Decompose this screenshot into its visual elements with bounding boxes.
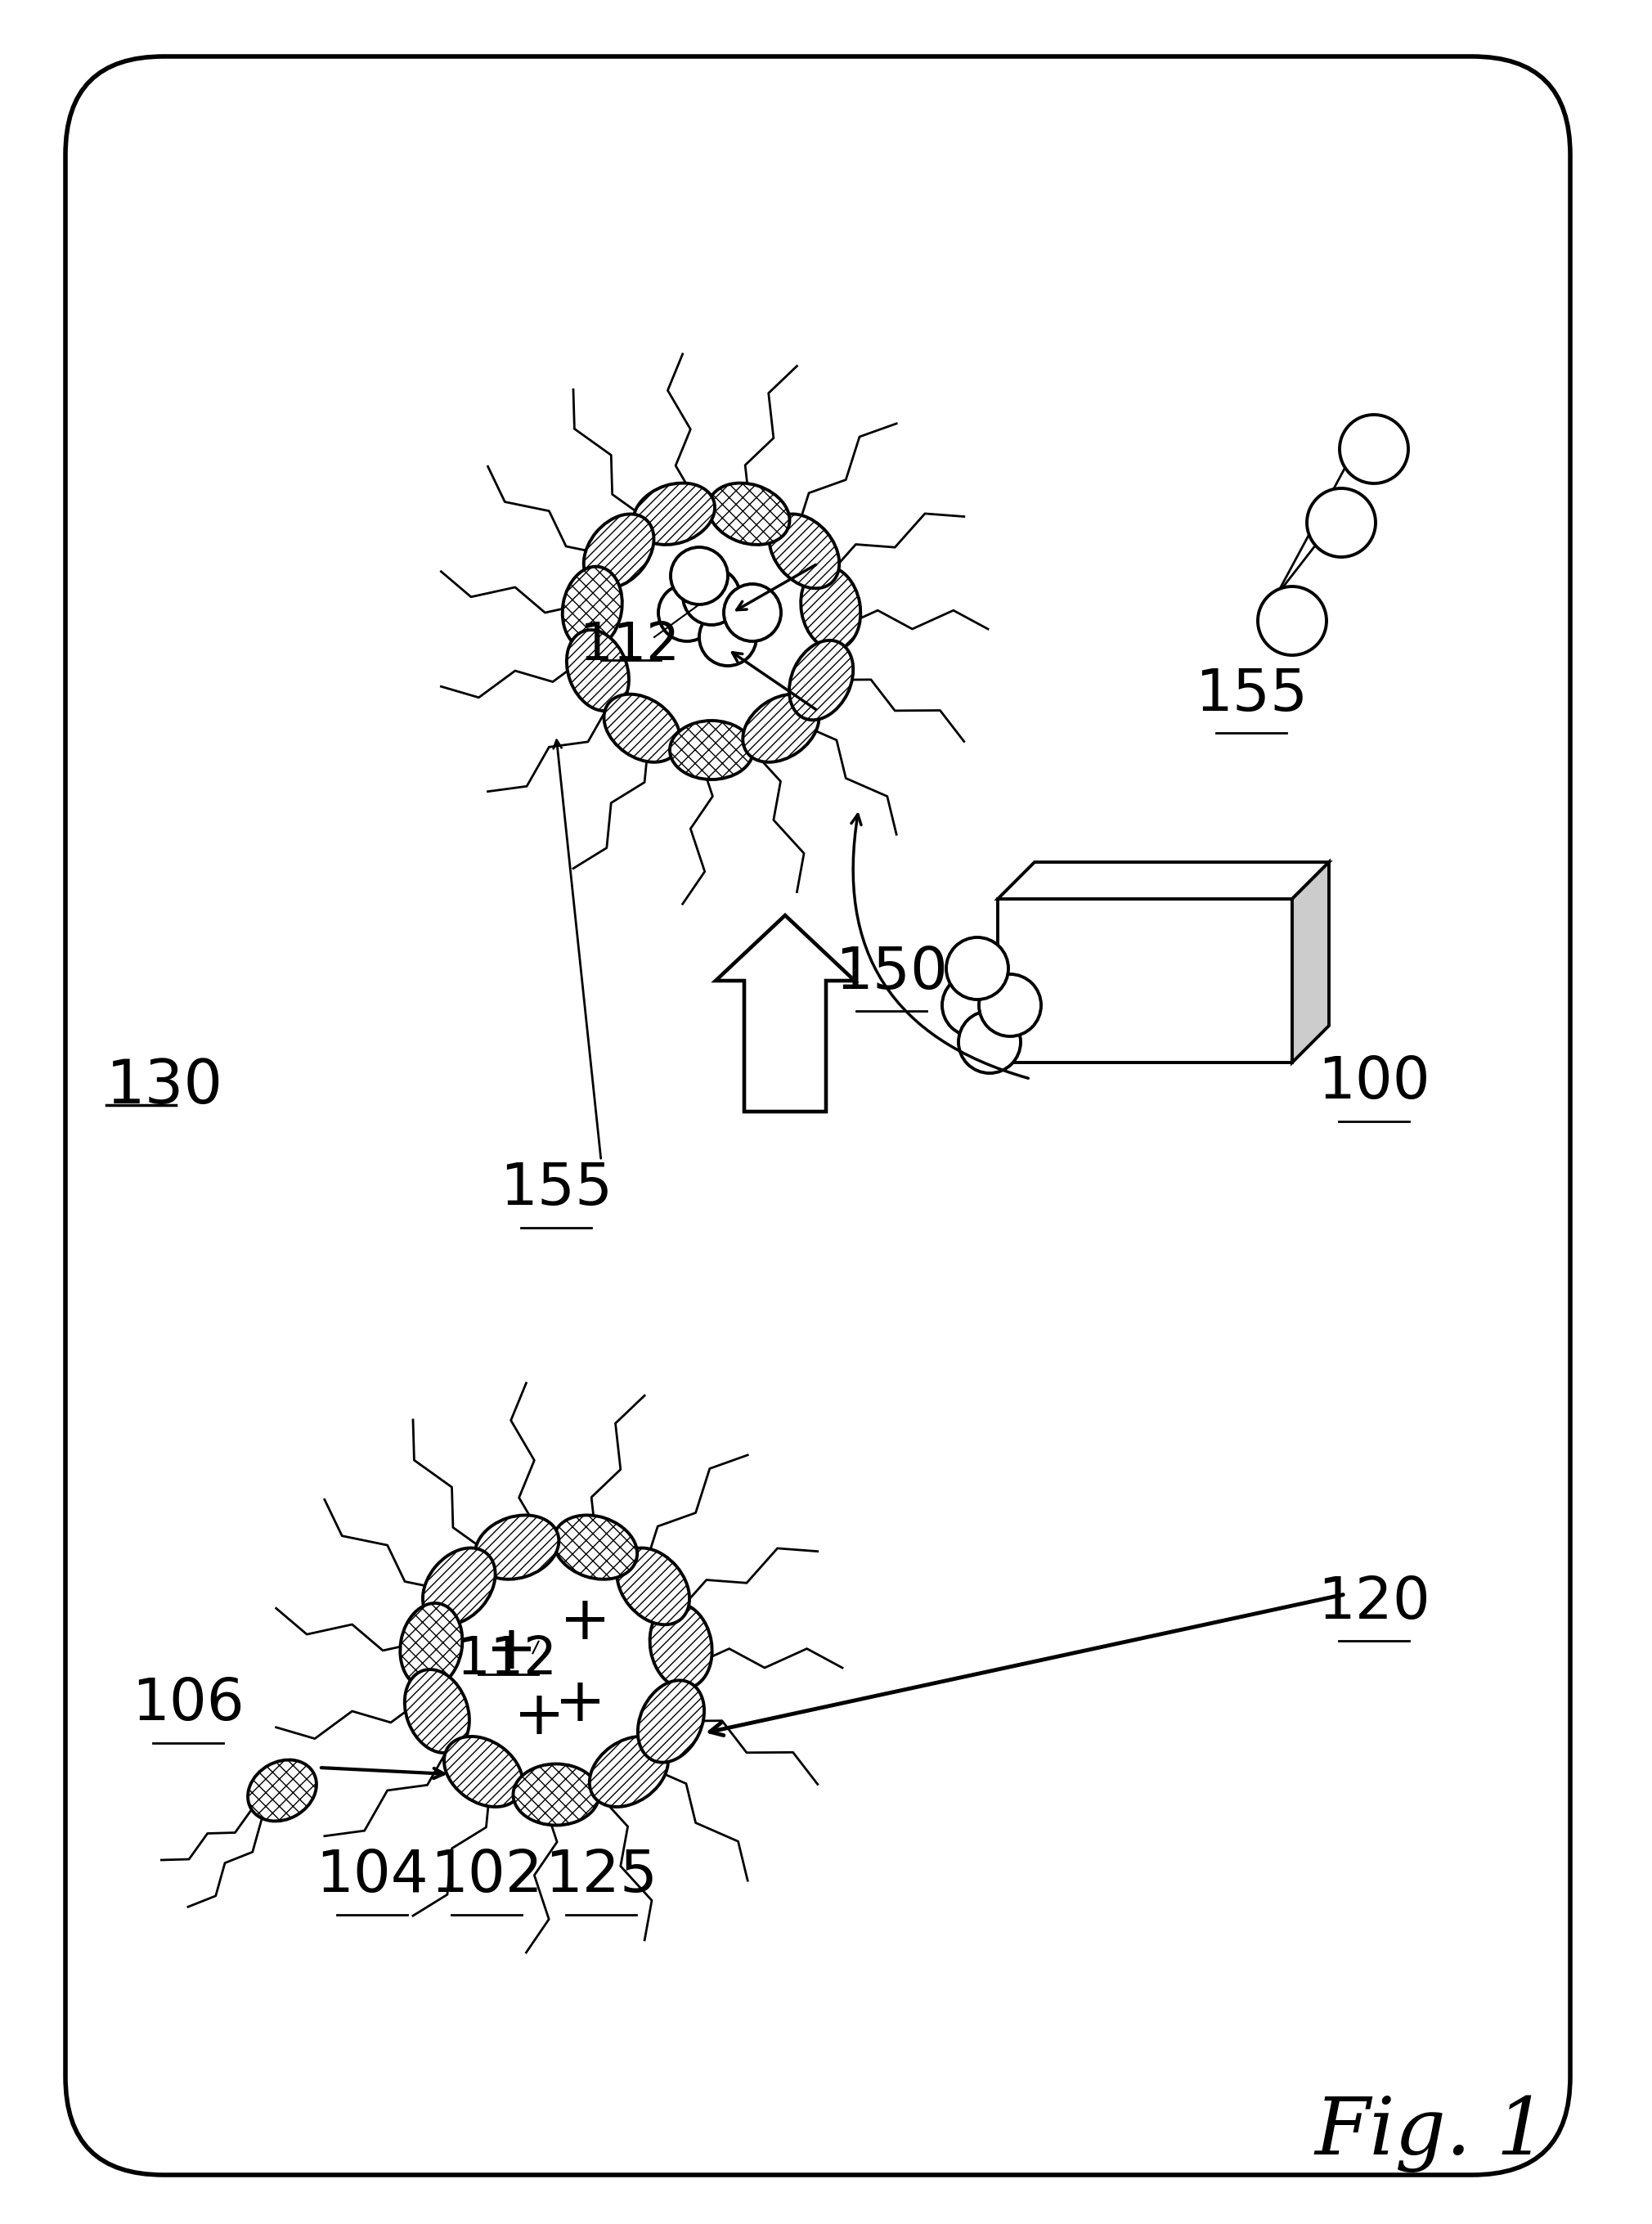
Ellipse shape — [583, 514, 654, 589]
Ellipse shape — [514, 1764, 600, 1826]
Circle shape — [947, 936, 1008, 999]
Circle shape — [1307, 489, 1376, 556]
Ellipse shape — [423, 1548, 496, 1626]
Circle shape — [1257, 587, 1327, 656]
Ellipse shape — [400, 1604, 463, 1688]
Text: 155: 155 — [499, 1161, 613, 1217]
Ellipse shape — [562, 567, 623, 649]
FancyBboxPatch shape — [66, 56, 1569, 2175]
Text: 150: 150 — [834, 945, 948, 1001]
Bar — [998, 898, 1292, 1063]
Ellipse shape — [248, 1759, 317, 1821]
Ellipse shape — [743, 694, 819, 763]
Text: +: + — [558, 1592, 611, 1652]
Circle shape — [659, 585, 715, 641]
Ellipse shape — [616, 1548, 689, 1626]
Ellipse shape — [590, 1737, 667, 1806]
Text: +: + — [486, 1621, 537, 1681]
Ellipse shape — [567, 629, 629, 712]
Text: 112: 112 — [458, 1635, 557, 1686]
Circle shape — [942, 974, 1004, 1036]
Ellipse shape — [638, 1681, 704, 1761]
Circle shape — [980, 974, 1041, 1036]
Polygon shape — [998, 863, 1328, 898]
Ellipse shape — [476, 1515, 558, 1579]
Ellipse shape — [633, 483, 715, 545]
Text: +: + — [555, 1675, 606, 1735]
Text: 102: 102 — [430, 1848, 544, 1904]
Text: 125: 125 — [545, 1848, 657, 1904]
Text: 120: 120 — [1318, 1575, 1431, 1630]
Circle shape — [1340, 414, 1408, 483]
Text: +: + — [514, 1688, 565, 1746]
Circle shape — [958, 1012, 1021, 1074]
Ellipse shape — [770, 514, 839, 589]
FancyArrow shape — [715, 916, 854, 1112]
Text: 106: 106 — [132, 1677, 244, 1732]
Ellipse shape — [444, 1737, 522, 1806]
Ellipse shape — [605, 694, 681, 763]
Text: 112: 112 — [580, 620, 679, 672]
Text: 130: 130 — [106, 1056, 223, 1116]
Ellipse shape — [553, 1515, 638, 1579]
Text: 100: 100 — [1318, 1054, 1431, 1112]
Circle shape — [682, 567, 740, 625]
Ellipse shape — [709, 483, 790, 545]
Text: 155: 155 — [1194, 667, 1308, 723]
Text: 104: 104 — [316, 1848, 428, 1904]
Ellipse shape — [649, 1604, 712, 1688]
Text: Fig. 1: Fig. 1 — [1315, 2095, 1548, 2173]
Ellipse shape — [801, 567, 861, 649]
Circle shape — [671, 547, 729, 605]
Ellipse shape — [405, 1670, 469, 1753]
Ellipse shape — [790, 641, 852, 721]
Polygon shape — [1292, 863, 1328, 1063]
Ellipse shape — [669, 721, 753, 778]
Circle shape — [724, 585, 781, 641]
Circle shape — [699, 609, 757, 665]
